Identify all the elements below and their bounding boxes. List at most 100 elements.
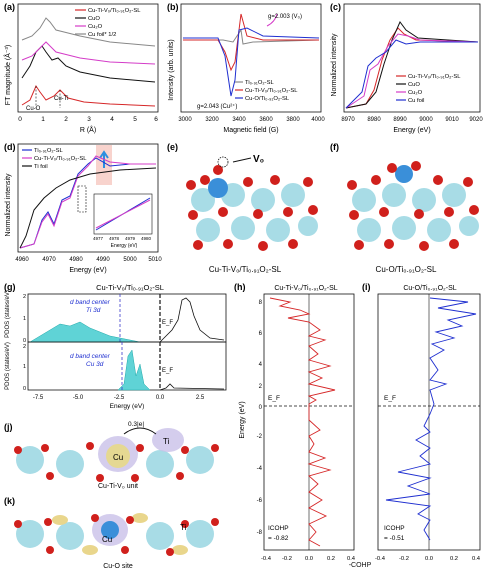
icohp-label-i: ICOHP <box>384 525 405 532</box>
panel-a-frame <box>17 3 159 113</box>
xtick: 5000 <box>123 257 137 263</box>
annotation-cu-o: Cu-O <box>26 106 41 112</box>
legend-b-0: Ti₀.₉₁O₂-SL <box>245 80 274 86</box>
bottom-yticks: 2 1 0 <box>23 344 26 392</box>
zoom-box <box>77 185 87 213</box>
vo-label: V₀ <box>253 154 264 165</box>
xtick: 4000 <box>311 117 325 123</box>
panel-c-legend: Cu-Ti-V₀/Ti₀.₉₁O₂-SL CuO Cu₂O Cu foil <box>396 74 461 104</box>
panel-i-chart: (i) Cu-O/Ti₀.₉₁O₂-SL E_F ICOHP = -0.51 -… <box>362 282 481 562</box>
xtick: 4960 <box>15 257 29 263</box>
ytick: 6 <box>259 331 263 337</box>
panel-b-ylabel: Intensity (arb. units) <box>168 39 175 100</box>
legend-d-1: Cu-Ti-V₀/Ti₀.₉₁O₂-SL <box>34 156 87 162</box>
xtick: 6 <box>154 116 158 123</box>
annotation-cu-ti: Cu-Ti <box>54 96 68 102</box>
series-line-cu-o-b <box>183 27 320 97</box>
panel-b-label: (b) <box>167 2 179 12</box>
panel-b-frame <box>180 3 322 113</box>
vo-arrow <box>266 13 278 27</box>
top-note1: d band center <box>70 299 111 306</box>
legend-d-0: Ti₀.₉₁O₂-SL <box>34 148 63 154</box>
series-line-c-0 <box>345 27 479 109</box>
panel-d-label: (d) <box>4 142 16 152</box>
panel-b-xticks: 3000 3200 3400 3600 3800 4000 <box>178 117 325 123</box>
xtick: 0.0 <box>156 395 165 401</box>
series-line-d-1 <box>19 155 156 249</box>
panel-c-xlabel: Energy (eV) <box>393 127 430 134</box>
cohp-line-h <box>269 297 336 547</box>
ef-label-i: E_F <box>384 395 396 402</box>
legend-c-1: CuO <box>408 82 420 88</box>
panel-g-ylabel-top: PDOS (states/eV) <box>5 290 11 338</box>
legend-c-0: Cu-Ti-V₀/Ti₀.₉₁O₂-SL <box>408 74 461 80</box>
crystal-structure-e <box>186 156 318 251</box>
cohp-line-i <box>385 297 477 541</box>
xtick: 3200 <box>205 117 219 123</box>
ytick: 4 <box>259 362 263 368</box>
top-yticks: 2 1 0 <box>23 294 26 344</box>
structure-k <box>14 513 219 556</box>
panel-k-label: (k) <box>4 496 15 506</box>
panel-c: (c) Normalized intensity Cu-Ti-V₀/Ti₀.₉₁… <box>326 0 485 140</box>
xtick: 4970 <box>42 257 56 263</box>
xtick: 9000 <box>419 117 433 123</box>
panel-h: (h) Cu-Ti-V₀/Ti₀.₉₁O₂-SL Energy (eV) E_F… <box>230 280 358 573</box>
ytick: -8 <box>257 530 263 536</box>
legend-c-3: Cu foil <box>408 98 424 104</box>
xtick: 0.4 <box>472 556 481 562</box>
panel-f-structure: (f) Cu-O/Ti₀.₉₁O₂-SL <box>330 142 479 274</box>
panel-d-frame <box>17 143 159 253</box>
series-line-d-0 <box>19 157 156 249</box>
xtick: -0.4 <box>375 556 386 562</box>
ytick: -6 <box>257 498 263 504</box>
legend-a-2: Cu₂O <box>88 24 103 30</box>
panel-j-structure: (j) 0.3|e| Cu Ti Cu-Ti-V₀ unit <box>4 421 219 490</box>
panel-g-xlabel: Energy (eV) <box>110 403 145 410</box>
inset-xtick: 4977 <box>93 236 104 241</box>
panel-g: (g) Cu-Ti-V₀/Ti₀.₉₁O₂-SL PDOS (states/eV… <box>0 280 230 410</box>
xtick: 3 <box>87 116 91 123</box>
panel-d-xticks: 4960 4970 4980 4990 5000 5010 <box>15 257 162 263</box>
xtick: 0.2 <box>327 556 335 562</box>
panel-c-xticks: 8970 8980 8990 9000 9010 9020 <box>341 117 483 123</box>
panel-g-xticks: -7.5 -5.0 -2.5 0.0 2.5 <box>33 395 205 401</box>
xtick: 0.4 <box>347 556 356 562</box>
top-note2: Ti 3d <box>86 307 101 314</box>
xtick: 3600 <box>259 117 273 123</box>
ef-label-h: E_F <box>268 395 280 402</box>
panel-h-chart: (h) Cu-Ti-V₀/Ti₀.₉₁O₂-SL Energy (eV) E_F… <box>234 282 356 562</box>
crystal-structure-f <box>347 161 479 251</box>
panel-h-yticks: 8 6 4 2 0 -2 -4 -6 -8 <box>257 300 263 536</box>
ef-top: E_F <box>162 320 173 326</box>
xtick: 3000 <box>178 117 192 123</box>
xtick: 3800 <box>286 117 300 123</box>
ytick: 2 <box>23 294 26 300</box>
xtick: 8990 <box>393 117 407 123</box>
bottom-note1: d band center <box>70 353 111 360</box>
panel-d-chart: (d) Normalized intensity 4977 4978 4979 … <box>4 142 162 274</box>
xtick: 4980 <box>69 257 83 263</box>
icohp-value-h: = -0.82 <box>268 535 289 542</box>
panel-h-ylabel: Energy (eV) <box>239 401 246 438</box>
panel-a-legend: Cu-Ti-V₀/Ti₀.₉₁O₂-SL CuO Cu₂O Cu foil* 1… <box>75 8 141 38</box>
panel-g-chart: (g) Cu-Ti-V₀/Ti₀.₉₁O₂-SL PDOS (states/eV… <box>4 282 227 410</box>
inset-xlabel: Energy (eV) <box>111 243 138 249</box>
series-line-c-1 <box>345 21 479 109</box>
panel-d-legend: Ti₀.₉₁O₂-SL Cu-Ti-V₀/Ti₀.₉₁O₂-SL Ti foil <box>22 148 87 170</box>
legend-d-2: Ti foil <box>34 164 48 170</box>
inset-xtick: 4980 <box>141 236 152 241</box>
panel-a-xlabel: R (Å) <box>80 125 96 134</box>
up-arrow-icon <box>99 150 109 168</box>
series-line-cu-ti-vo <box>21 84 156 107</box>
icohp-label-h: ICOHP <box>268 525 289 532</box>
annotation-g-cu: g=2.043 (Cu²⁺) <box>197 103 237 110</box>
legend-c-2: Cu₂O <box>408 90 423 96</box>
panel-i-title: Cu-O/Ti₀.₉₁O₂-SL <box>403 285 456 292</box>
panel-a-ylabel: FT magnitude (Å⁻³) <box>3 45 12 105</box>
panel-b-legend: Ti₀.₉₁O₂-SL Cu-Ti-V₀/Ti₀.₉₁O₂-SL Cu-O/Ti… <box>235 80 298 102</box>
panel-a-chart: (a) FT magnitude (Å⁻³) Cu-O Cu-Ti Cu-Ti-… <box>3 2 159 134</box>
panel-j-caption: Cu-Ti-V₀ unit <box>98 483 138 490</box>
inset-xtick: 4979 <box>125 236 136 241</box>
ti-3d-filled <box>29 321 141 343</box>
